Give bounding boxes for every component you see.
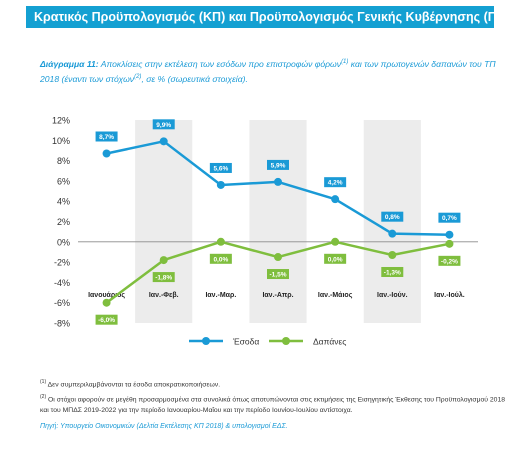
- footnote-1: (1) Δεν συμπεριλαμβάνονται τα έσοδα αποκ…: [40, 377, 510, 390]
- caption-label: Διάγραμμα 11:: [40, 58, 99, 69]
- data-label: -0,2%: [441, 258, 458, 265]
- data-label: -1,8%: [155, 275, 172, 282]
- data-label-box: [267, 269, 289, 280]
- data-point: [216, 237, 225, 246]
- data-point: [388, 250, 397, 259]
- y-tick-label: -4%: [54, 278, 70, 288]
- x-tick-label: Ιαν.-Ιούλ.: [434, 291, 465, 299]
- data-label: -1,3%: [384, 269, 401, 276]
- y-tick-label: 10%: [52, 136, 70, 146]
- legend-label: Έσοδα: [232, 337, 259, 347]
- footnote-1-mark: (1): [40, 379, 47, 385]
- y-tick-label: 4%: [57, 197, 70, 207]
- data-label-box: [438, 255, 461, 266]
- data-label: 5,6%: [213, 165, 228, 172]
- legend-swatch-marker: [202, 337, 210, 345]
- data-label-box: [152, 272, 175, 283]
- x-tick-label: Ιαν.-Μαρ.: [205, 292, 236, 299]
- data-label-box: [95, 131, 118, 142]
- data-label-box: [209, 162, 232, 173]
- data-label: 9,9%: [156, 122, 171, 129]
- data-label: 4,2%: [328, 180, 343, 187]
- footnote-2-mark: (2): [40, 394, 47, 401]
- data-label-box: [381, 266, 404, 277]
- caption-text-b: και των πρωτογενών δαπανών του ΤΠ 2018 (…: [40, 58, 496, 84]
- data-label: 0,8%: [385, 214, 400, 221]
- x-tick-label: Ιανουάριος: [88, 292, 125, 299]
- legend-swatch-marker: [282, 337, 290, 345]
- y-tick-label: -8%: [54, 319, 70, 329]
- data-point: [331, 237, 340, 246]
- data-point: [102, 149, 111, 158]
- column-band: [249, 120, 307, 323]
- data-point: [274, 177, 282, 186]
- data-point: [445, 230, 454, 239]
- caption-sup-1: (1): [341, 59, 349, 65]
- data-label-box: [324, 177, 347, 188]
- data-label: -1,5%: [270, 272, 287, 279]
- y-tick-label: 12%: [52, 116, 70, 126]
- data-label-box: [324, 253, 347, 264]
- x-tick-label: Ιαν.-Ιούν.: [377, 292, 408, 299]
- data-label: 8,7%: [99, 134, 114, 141]
- data-label-box: [152, 119, 175, 130]
- section-header: Κρατικός Προϋπολογισμός (ΚΠ) και Προϋπολ…: [26, 6, 494, 28]
- column-band: [135, 120, 193, 323]
- data-label-box: [438, 212, 461, 223]
- data-label-box: [95, 314, 118, 325]
- y-tick-label: -6%: [54, 298, 70, 308]
- legend-label: Δαπάνες: [313, 337, 346, 347]
- data-label-box: [267, 159, 289, 170]
- caption-text-c: , σε % (σωρευτικά στοιχεία).: [141, 73, 248, 84]
- figure-caption: Διάγραμμα 11: Αποκλίσεις στην εκτέλεση τ…: [40, 56, 500, 86]
- data-label: 0,0%: [213, 256, 228, 263]
- y-tick-label: 2%: [57, 217, 70, 227]
- data-label: 0,0%: [328, 256, 343, 263]
- data-label-box: [209, 253, 232, 264]
- x-tick-label: Ιαν.-Απρ.: [262, 292, 293, 299]
- source-note: Πηγή: Υπουργείο Οικονομικών (Δελτία Εκτέ…: [40, 423, 288, 430]
- caption-text-a: Αποκλίσεις στην εκτέλεση των εσόδων προ …: [98, 58, 342, 69]
- y-tick-label: 6%: [57, 176, 70, 186]
- data-label-box: [381, 211, 404, 222]
- footnotes: (1) Δεν συμπεριλαμβάνονται τα έσοδα αποκ…: [40, 377, 510, 418]
- x-tick-label: Ιαν.-Μάιος: [318, 292, 353, 299]
- data-point: [274, 253, 282, 262]
- data-point: [102, 298, 111, 307]
- y-tick-label: -2%: [54, 258, 70, 268]
- caption-sup-2: (2): [134, 73, 142, 80]
- data-point: [216, 180, 225, 189]
- data-label: 0,7%: [442, 215, 457, 222]
- data-point: [159, 256, 168, 265]
- data-point: [388, 229, 397, 238]
- data-label: 5,9%: [271, 162, 286, 169]
- y-tick-label: 8%: [57, 156, 70, 166]
- footnote-1-text: Δεν συμπεριλαμβάνονται τα έσοδα αποκρατι…: [46, 381, 221, 389]
- data-point: [331, 195, 340, 204]
- y-tick-label: 0%: [57, 237, 70, 247]
- footnote-2: (2) Οι στόχοι αφορούν σε μεγέθη προσαρμο…: [40, 392, 510, 415]
- data-point: [445, 239, 454, 248]
- data-label: -6,0%: [98, 317, 115, 324]
- data-point: [159, 137, 168, 146]
- footnote-2-text: Οι στόχοι αφορούν σε μεγέθη προσαρμοσμέν…: [40, 396, 506, 414]
- x-tick-label: Ιαν.-Φεβ.: [149, 292, 179, 299]
